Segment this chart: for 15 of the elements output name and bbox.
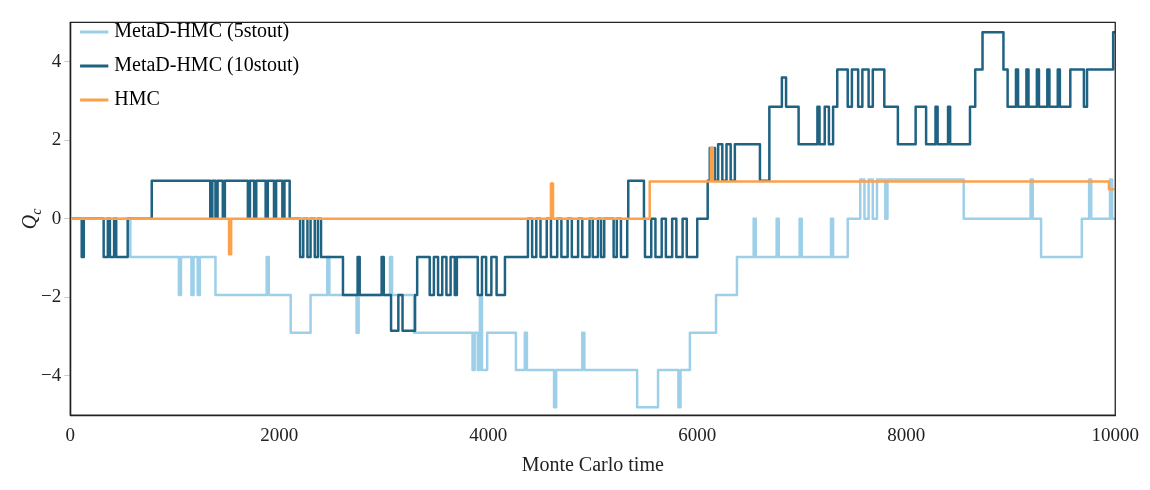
x-tick-label: 10000 [1091, 423, 1139, 445]
y-tick-label: 4 [51, 49, 62, 71]
legend-label: HMC [114, 87, 160, 110]
y-tick-label: 2 [51, 128, 62, 150]
y-tick-label: −2 [41, 285, 62, 307]
y-tick-label: −4 [41, 363, 62, 385]
y-tick-label: 0 [51, 206, 62, 228]
y-axis-title: Qc [18, 207, 44, 230]
x-tick-label: 2000 [260, 423, 299, 445]
x-axis-title: Monte Carlo time [521, 453, 664, 476]
x-tick-label: 6000 [678, 423, 717, 445]
x-tick-label: 8000 [887, 423, 926, 445]
legend-label: MetaD-HMC (10stout) [114, 53, 300, 77]
x-tick-label: 4000 [469, 423, 508, 445]
legend-label: MetaD-HMC (5stout) [114, 19, 290, 43]
